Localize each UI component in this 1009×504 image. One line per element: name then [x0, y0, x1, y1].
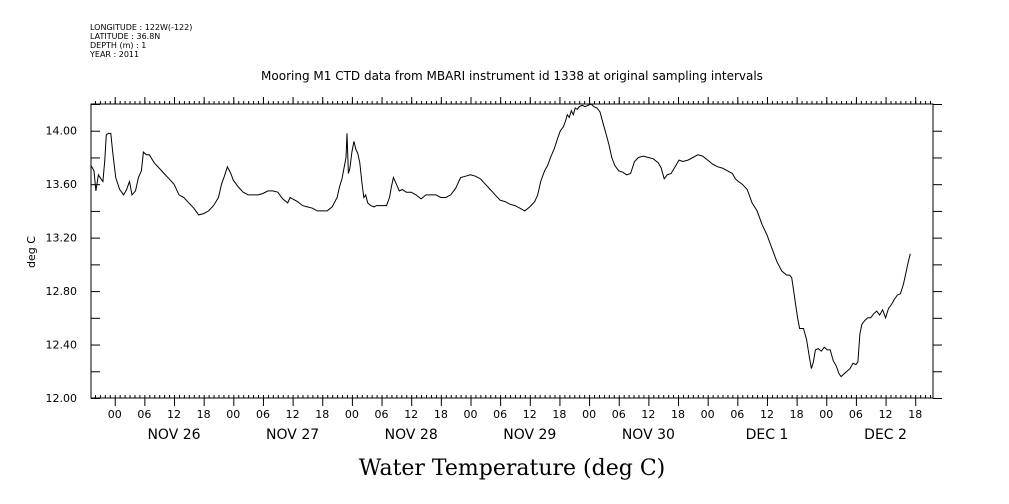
- x-tick-label: 12: [404, 408, 418, 421]
- x-tick-label: 06: [137, 408, 151, 421]
- x-tick-label: 12: [523, 408, 537, 421]
- y-tick-label: 14.00: [46, 125, 78, 138]
- x-tick-label: 06: [612, 408, 626, 421]
- y-tick-label: 13.20: [46, 232, 78, 245]
- x-axis-title: Water Temperature (deg C): [359, 456, 666, 481]
- x-day-label: DEC 2: [864, 427, 907, 443]
- x-tick-label: 12: [760, 408, 774, 421]
- x-tick-label: 12: [167, 408, 181, 421]
- x-day-label: NOV 26: [147, 427, 200, 443]
- x-tick-label: 18: [790, 408, 804, 421]
- x-day-label: NOV 29: [503, 427, 556, 443]
- x-tick-label: 00: [345, 408, 359, 421]
- x-tick-label: 06: [375, 408, 389, 421]
- x-tick-label: 00: [701, 408, 715, 421]
- x-tick-label: 18: [197, 408, 211, 421]
- x-tick-label: 06: [493, 408, 507, 421]
- x-tick-label: 00: [226, 408, 240, 421]
- x-tick-label: 12: [641, 408, 655, 421]
- y-tick-label: 12.80: [46, 285, 78, 298]
- x-tick-label: 18: [315, 408, 329, 421]
- x-day-label: NOV 27: [266, 427, 319, 443]
- x-tick-label: 18: [552, 408, 566, 421]
- x-tick-label: 06: [730, 408, 744, 421]
- axis-labels: 00 06 12 18 00 06 12 18 00 06 12 18 00 06 12 18 00 06 12 18…: [46, 125, 923, 443]
- x-tick-label: 00: [463, 408, 477, 421]
- y-tick-label: 13.60: [46, 178, 78, 191]
- depth-label: DEPTH (m) : 1: [90, 41, 146, 50]
- latitude-label: LATITUDE : 36.8N: [90, 32, 160, 41]
- x-day-label: DEC 1: [746, 427, 789, 443]
- x-tick-label: 12: [879, 408, 893, 421]
- y-axis-label: deg C: [25, 236, 38, 268]
- x-tick-label: 00: [582, 408, 596, 421]
- chart-title: Mooring M1 CTD data from MBARI instrumen…: [261, 69, 763, 83]
- x-tick-label: 06: [256, 408, 270, 421]
- x-tick-label: 00: [819, 408, 833, 421]
- x-day-label: NOV 30: [622, 427, 675, 443]
- x-tick-label: 18: [434, 408, 448, 421]
- x-tick-label: 12: [286, 408, 300, 421]
- temperature-series-line: [90, 103, 911, 378]
- x-tick-label: 06: [849, 408, 863, 421]
- longitude-label: LONGITUDE : 122W(-122): [90, 23, 192, 32]
- plot-frame: [90, 103, 934, 399]
- x-tick-label: 00: [108, 408, 122, 421]
- x-tick-label: 18: [908, 408, 922, 421]
- tick-marks: [91, 97, 942, 406]
- y-tick-label: 12.00: [46, 392, 78, 405]
- y-tick-label: 12.40: [46, 339, 78, 352]
- x-tick-label: 18: [671, 408, 685, 421]
- year-label: YEAR : 2011: [89, 50, 139, 59]
- x-day-label: NOV 28: [385, 427, 438, 443]
